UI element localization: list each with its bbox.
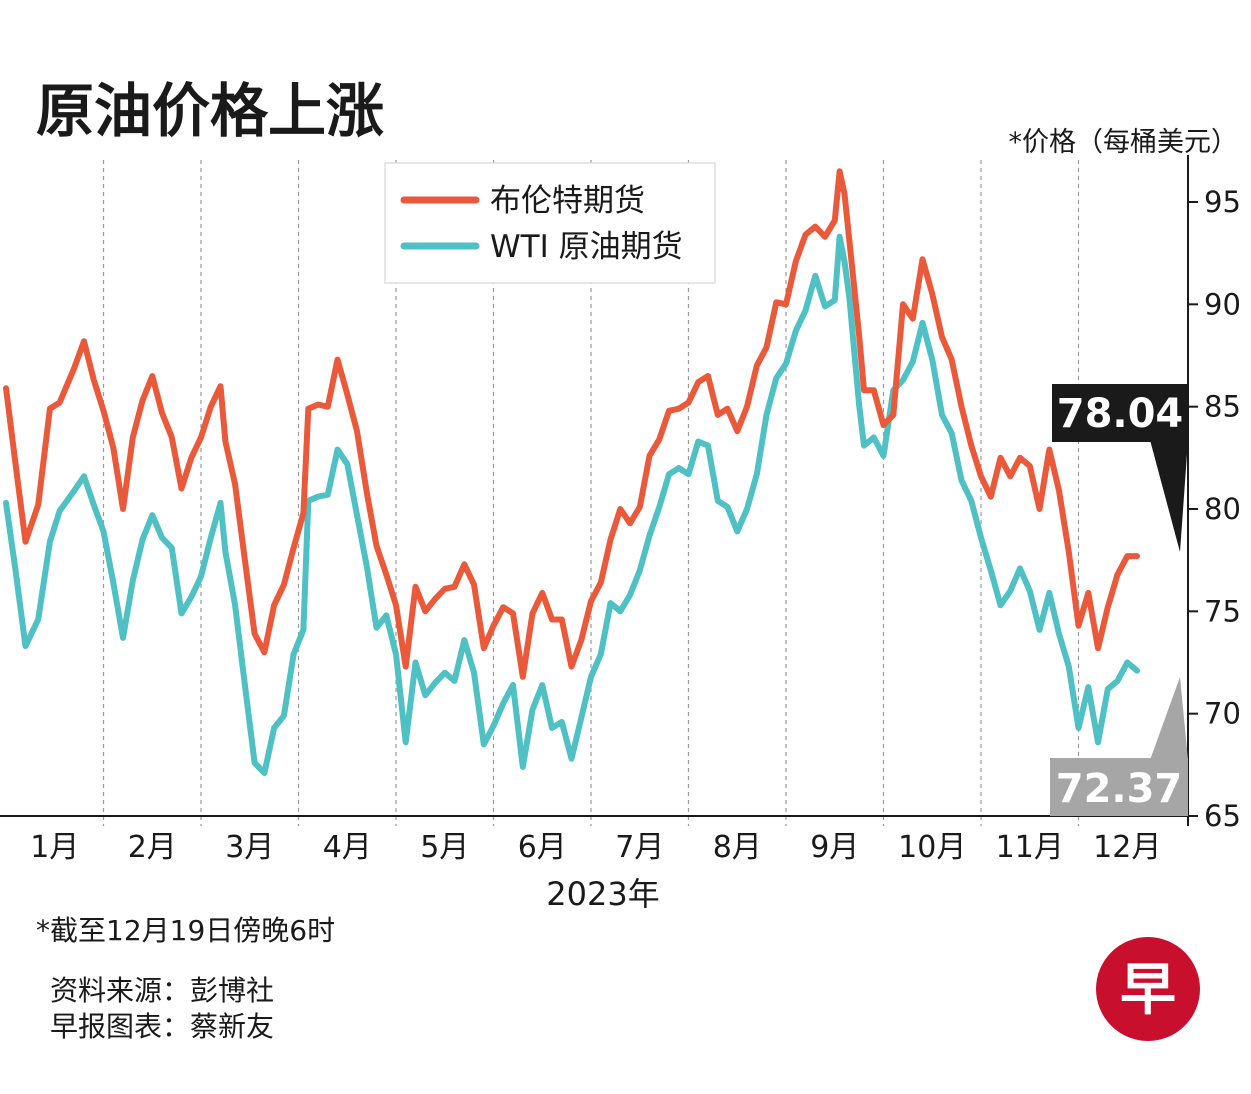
x-tick-label: 11月 [996,830,1064,865]
footnote-cutoff: *截至12月19日傍晚6时 [36,914,335,947]
y-tick-label: 80 [1204,492,1241,526]
y-tick-label: 85 [1204,390,1241,424]
x-tick-label: 12月 [1093,830,1161,865]
x-tick-label: 10月 [898,830,966,865]
x-axis-label: 2023年 [546,875,659,913]
x-tick-label: 7月 [615,830,664,865]
callout-wti-value: 72.37 [1056,766,1183,812]
y-tick-label: 70 [1204,697,1241,731]
legend-label-wti: WTI 原油期货 [490,229,683,265]
credit-text: 早报图表：蔡新友 [50,1010,274,1043]
legend-label-brent: 布伦特期货 [490,183,645,219]
chart-title: 原油价格上涨 [36,77,384,145]
x-tick-label: 2月 [128,830,177,865]
callout-brent-box [1052,384,1188,442]
y-tick-label: 75 [1204,594,1241,628]
legend-box [384,162,716,284]
x-tick-label: 3月 [225,830,274,865]
x-tick-label: 6月 [518,830,567,865]
series-line-brent [3,168,1140,680]
logo-char: 早 [1120,958,1176,1023]
y-tick-label: 65 [1204,799,1241,833]
series-line-wti [3,233,1140,776]
callout-brent-value: 78.04 [1057,391,1184,437]
source-text: 资料来源：彭博社 [50,974,274,1007]
y-axis-unit-label: *价格（每桶美元） [1009,127,1239,158]
x-tick-label: 4月 [323,830,372,865]
x-tick-label: 8月 [713,830,762,865]
y-axis-ticks: 65 70 75 80 85 90 95 [1188,185,1241,833]
series-layer [3,168,1140,776]
zaobao-logo: 早 [1096,937,1200,1041]
legend: 布伦特期货 WTI 原油期货 [384,162,716,284]
callout-wti-pointer [1150,677,1188,760]
callout-brent: 78.04 [1052,384,1188,552]
y-tick-label: 90 [1204,287,1241,321]
x-tick-label: 5月 [420,830,469,865]
y-tick-label: 95 [1204,185,1241,219]
callout-wti: 72.37 [1050,677,1188,816]
x-tick-label: 1月 [30,830,79,865]
x-axis-ticks: 1月 2月 3月 4月 5月 6月 7月 8月 9月 10月 11月 12月 [30,830,1161,865]
callout-brent-pointer [1150,440,1188,552]
x-tick-label: 9月 [810,830,859,865]
logo-circle [1096,937,1200,1041]
callout-wti-box [1050,758,1188,816]
